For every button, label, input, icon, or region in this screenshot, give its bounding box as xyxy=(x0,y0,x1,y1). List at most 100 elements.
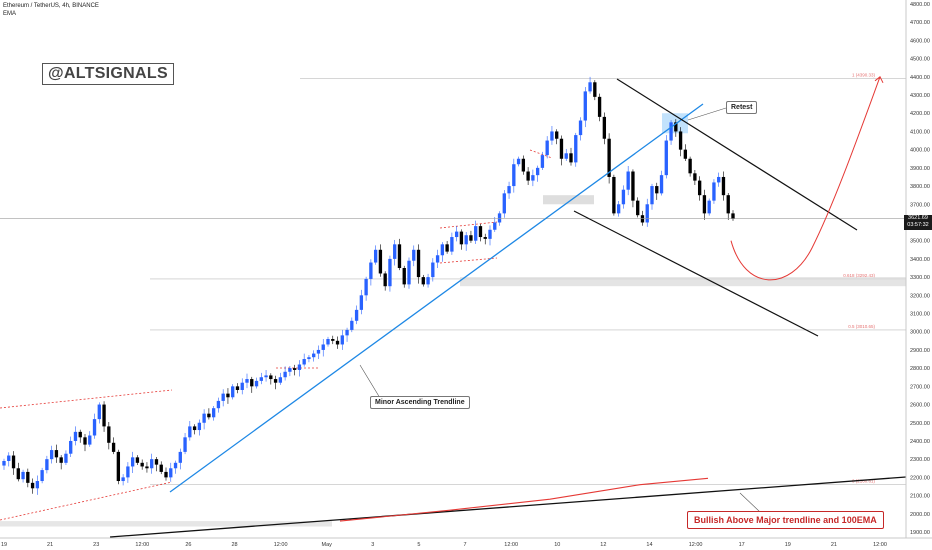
y-tick-label: 2800.00 xyxy=(910,366,930,372)
candle-body xyxy=(388,258,392,287)
candle-body xyxy=(188,426,192,438)
candle-body xyxy=(264,375,268,378)
candle-body xyxy=(493,222,497,230)
candle-body xyxy=(54,450,59,458)
indicator-label: EMA xyxy=(3,11,17,17)
candle xyxy=(340,329,344,350)
candle xyxy=(721,171,726,201)
candle-body xyxy=(102,404,106,427)
candle-body xyxy=(49,450,54,460)
candle xyxy=(512,158,516,193)
candle xyxy=(54,444,59,463)
candle xyxy=(312,350,316,362)
support-zone-low xyxy=(0,521,332,527)
candle-body xyxy=(169,468,173,478)
candle-body xyxy=(393,244,397,259)
candle xyxy=(35,475,40,495)
candle xyxy=(350,317,354,333)
candle xyxy=(593,80,597,101)
candle-body xyxy=(507,186,511,194)
candle-body xyxy=(216,400,221,409)
x-tick-label: 21 xyxy=(47,542,53,548)
y-tick-label: 3400.00 xyxy=(910,257,930,263)
candle-body xyxy=(712,182,716,201)
candle-body xyxy=(192,426,197,431)
y-tick-label: 4100.00 xyxy=(910,129,930,135)
candle xyxy=(140,459,144,470)
bar-countdown: 03:57:32 xyxy=(907,222,929,228)
candle-body xyxy=(559,138,564,159)
candle-body xyxy=(631,171,635,201)
candle xyxy=(92,413,97,439)
y-tick-label: 2200.00 xyxy=(910,475,930,481)
candle-body xyxy=(602,116,607,139)
candle-body xyxy=(240,382,244,390)
candle xyxy=(702,189,707,220)
candle xyxy=(426,273,430,288)
major-trendline xyxy=(109,476,907,538)
candle xyxy=(674,119,678,137)
candle xyxy=(292,364,297,376)
y-tick-label: 4400.00 xyxy=(910,75,930,81)
candle xyxy=(121,474,125,486)
y-tick-label: 3000.00 xyxy=(910,330,930,336)
candle xyxy=(388,255,392,292)
x-tick-label: 10 xyxy=(554,542,560,548)
candle xyxy=(531,169,535,187)
candle xyxy=(331,335,335,345)
candle xyxy=(588,76,592,94)
candle-body xyxy=(26,471,30,483)
candle-body xyxy=(154,459,159,465)
candle xyxy=(197,419,202,436)
candle xyxy=(569,147,573,166)
candle xyxy=(650,183,654,210)
candle xyxy=(107,422,111,450)
y-tick-label: 2100.00 xyxy=(910,494,930,500)
candle-body xyxy=(307,357,311,360)
y-tick-label: 4600.00 xyxy=(910,38,930,44)
candle-body xyxy=(316,349,321,354)
candle-body xyxy=(688,158,692,174)
candle-body xyxy=(130,457,135,467)
candle-body xyxy=(702,195,707,214)
candle xyxy=(173,460,178,474)
candle-body xyxy=(421,277,425,285)
candle xyxy=(145,462,149,473)
retest-callout: Retest xyxy=(726,101,758,114)
candle xyxy=(669,120,673,145)
candle-body xyxy=(416,249,421,278)
minor-ascending-trendline xyxy=(169,103,704,493)
candle-body xyxy=(678,131,683,150)
candle-body xyxy=(202,413,206,423)
x-tick-label: 12:00 xyxy=(689,542,703,548)
candle xyxy=(159,461,163,475)
candle xyxy=(183,432,187,455)
x-tick-label: 12:00 xyxy=(135,542,149,548)
candle xyxy=(259,372,263,385)
candle-body xyxy=(474,226,478,241)
candle xyxy=(302,353,306,367)
candle-body xyxy=(16,468,20,480)
y-tick-label: 4000.00 xyxy=(910,148,930,154)
candle-body xyxy=(64,453,68,463)
y-tick-label: 3700.00 xyxy=(910,202,930,208)
wedge-line xyxy=(439,221,498,229)
candle xyxy=(717,172,721,187)
candle-body xyxy=(40,470,44,482)
y-tick-label: 3500.00 xyxy=(910,239,930,245)
candle xyxy=(697,176,702,201)
candle-body xyxy=(7,455,11,461)
candle-body xyxy=(250,379,254,387)
candle xyxy=(678,127,683,157)
bullish-callout: Bullish Above Major trendline and 100EMA xyxy=(687,511,884,529)
candle-body xyxy=(364,278,368,296)
candle-body xyxy=(254,380,259,387)
candle-body xyxy=(159,464,163,472)
candle-body xyxy=(574,135,578,163)
candle xyxy=(383,271,387,291)
candle xyxy=(616,200,621,217)
candle-body xyxy=(655,186,659,194)
candle xyxy=(335,336,340,349)
candle xyxy=(693,170,697,185)
